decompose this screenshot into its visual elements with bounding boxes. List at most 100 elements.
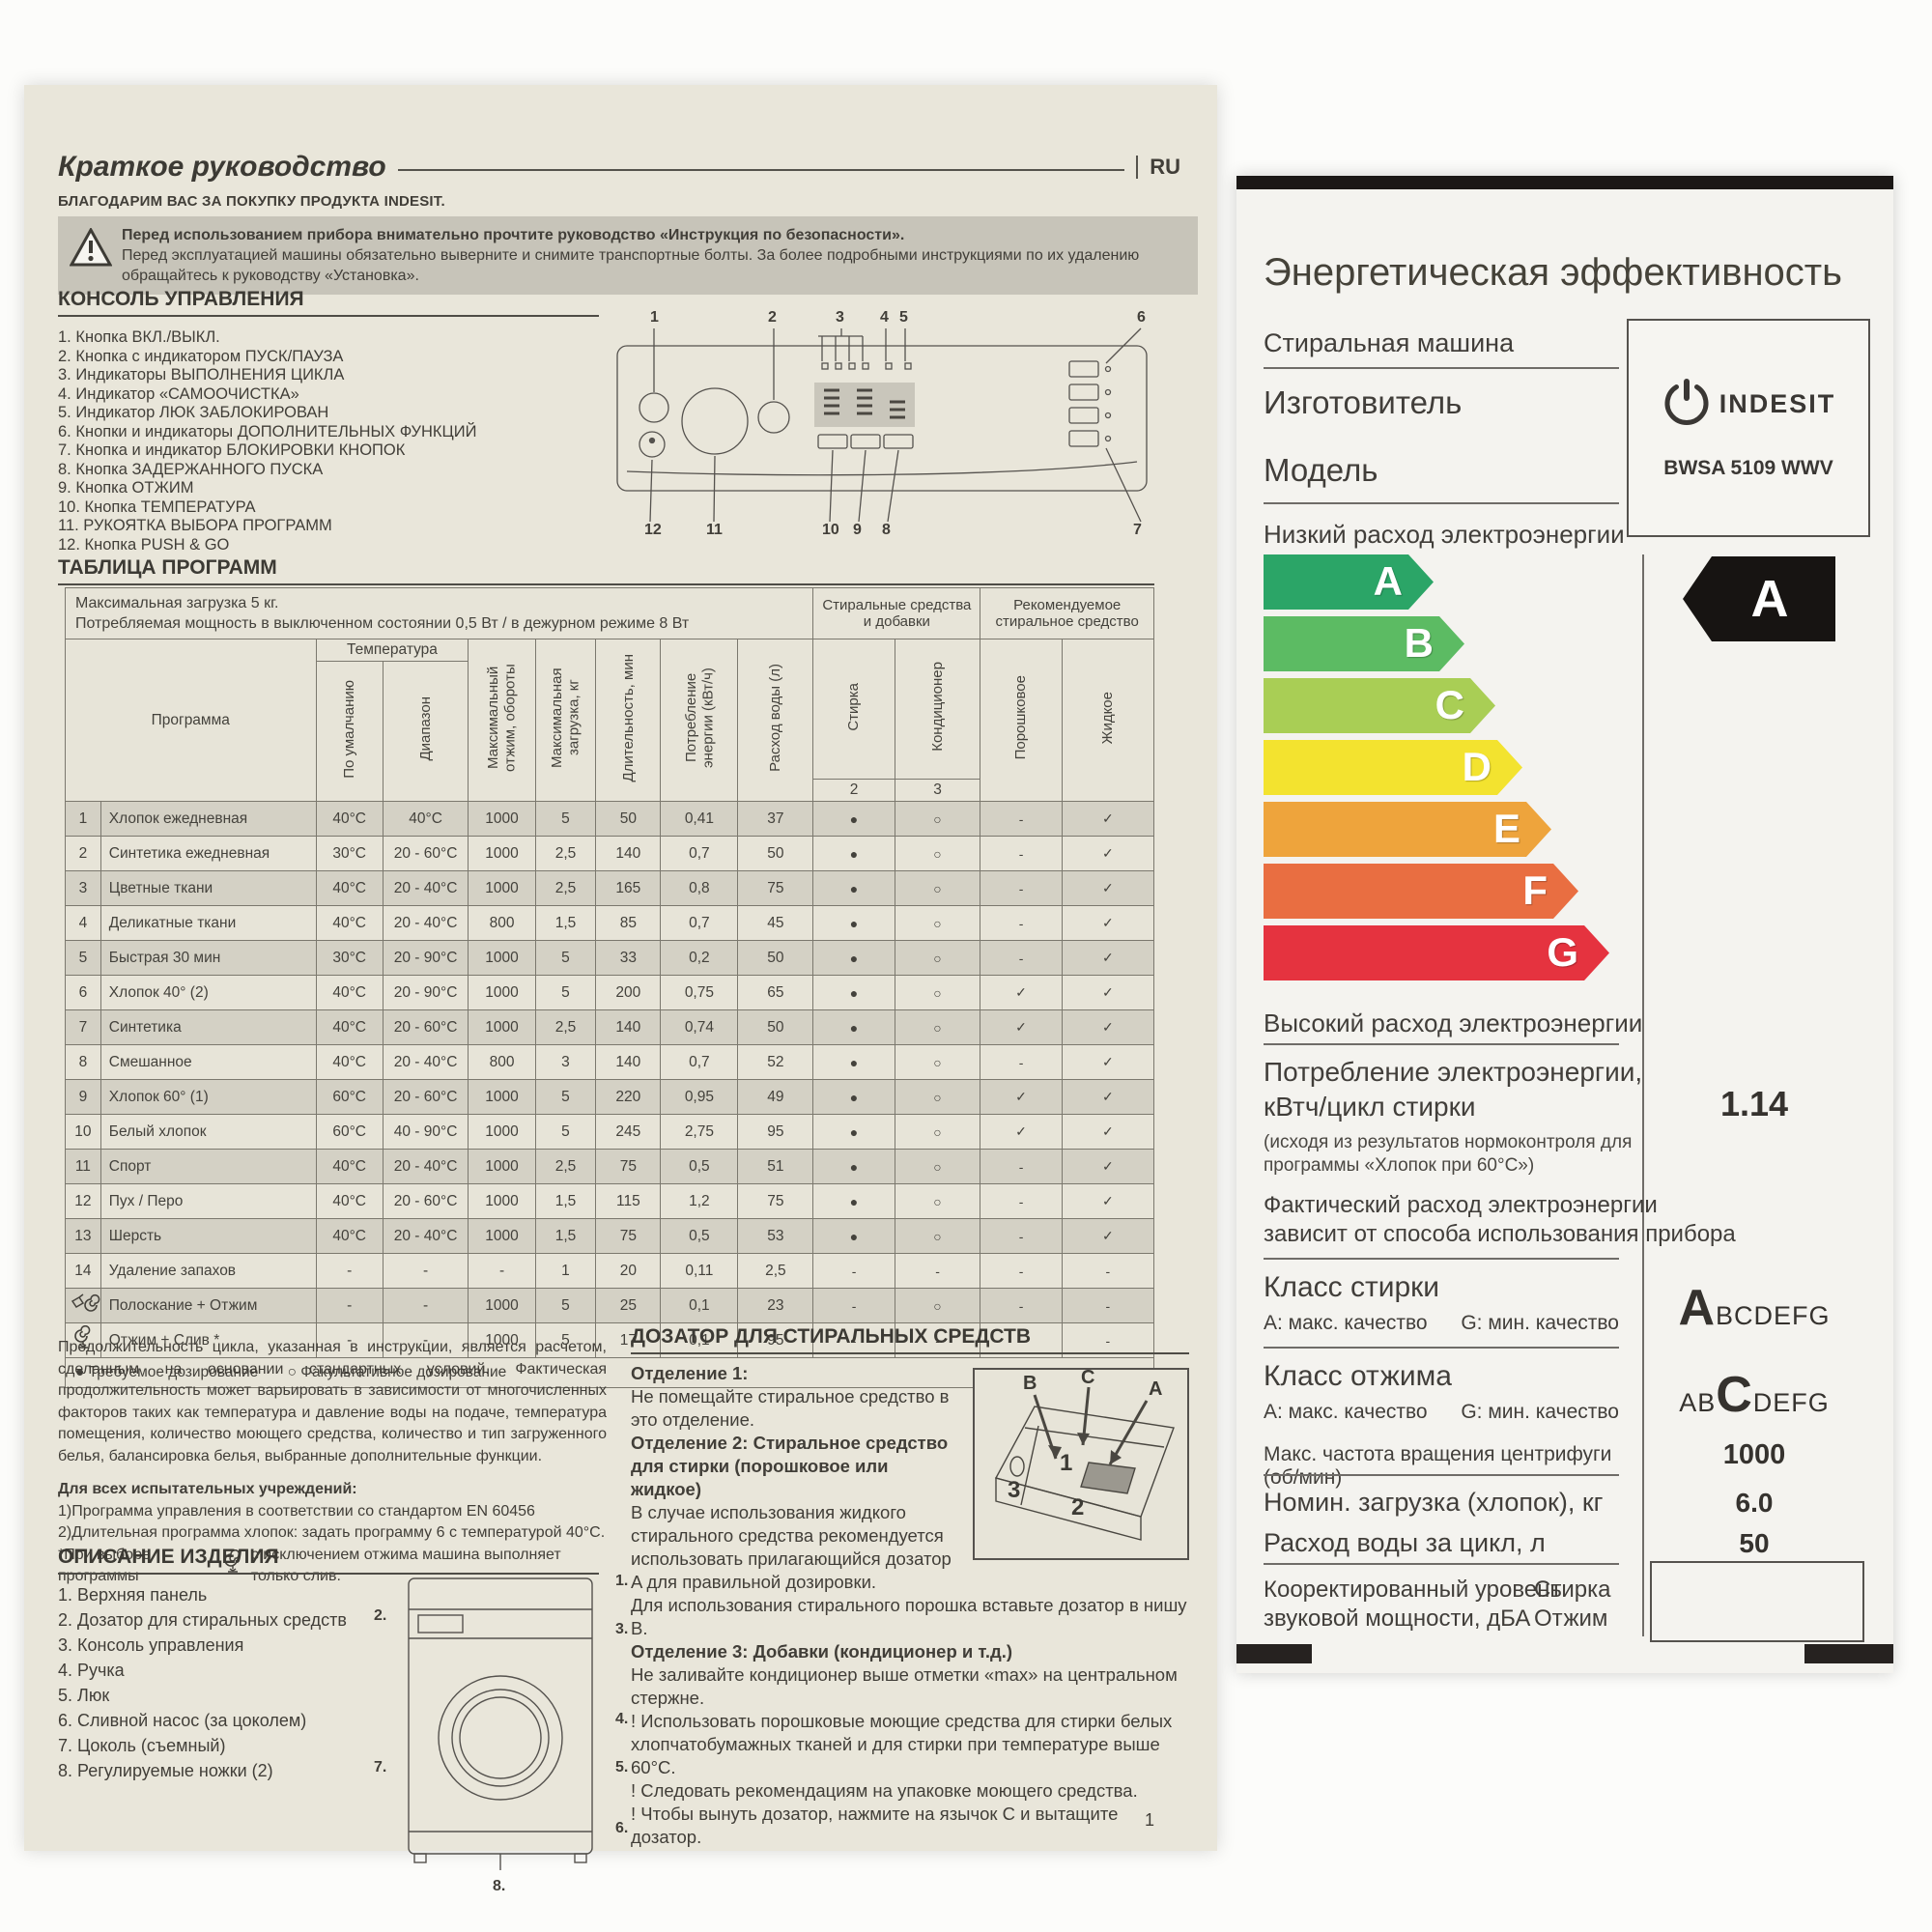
program-id-cell: 11 — [65, 1149, 101, 1184]
brand-row: INDESIT — [1662, 377, 1836, 432]
console-list-item: 1. Кнопка ВКЛ./ВЫКЛ. — [58, 328, 220, 346]
table-row: 9 Хлопок 60° (1) 60°C 20 - 60°C 1000 5 220 0,95… — [65, 1079, 1155, 1115]
value-cell: - — [812, 1288, 895, 1323]
label-rule-1 — [1264, 367, 1619, 369]
value-cell: ✓ — [1061, 836, 1155, 871]
spin-class-label: Класс отжима — [1264, 1360, 1452, 1392]
value-cell: 3 — [534, 1044, 597, 1080]
machine-callout: 4. — [615, 1711, 629, 1727]
value-cell: 0,7 — [660, 1044, 739, 1080]
machine-callout: 1. — [615, 1573, 629, 1589]
value-cell: 20 - 90°C — [382, 940, 469, 976]
value-cell: 2,5 — [534, 1149, 597, 1184]
value-cell: 2,5 — [534, 870, 597, 906]
value-cell: 0,41 — [660, 801, 739, 837]
machine-callout: 2. — [374, 1607, 387, 1624]
value-cell: 20 - 60°C — [382, 836, 469, 871]
value-cell: ○ — [894, 801, 981, 837]
table-row: 12 Пух / Перо 40°C 20 - 60°C 1000 1,5 115 1,2 75… — [65, 1183, 1155, 1219]
value-cell: - — [812, 1322, 895, 1358]
value-cell: 5 — [534, 1322, 597, 1358]
value-cell: ✓ — [1061, 801, 1155, 837]
col-powder: Порошковое — [980, 639, 1063, 802]
value-cell: 95 — [737, 1322, 814, 1358]
program-id-cell: 12 — [65, 1183, 101, 1219]
program-id-cell: 10 — [65, 1114, 101, 1150]
description-list-item: 3. Консоль управления — [58, 1635, 244, 1655]
value-cell: ○ — [894, 940, 981, 976]
table-info-cell: Максимальная загрузка 5 кг. Потребляемая… — [64, 587, 814, 639]
spin-class-scale-note: A: макс. качество G: мин. качество — [1264, 1401, 1619, 1424]
program-name-cell: Пух / Перо — [99, 1183, 317, 1219]
value-cell: 60°C — [315, 1079, 384, 1115]
value-cell: 0,7 — [660, 905, 739, 941]
value-cell: - — [980, 1149, 1063, 1184]
value-cell: ○ — [894, 870, 981, 906]
description-list-item: 4. Ручка — [58, 1661, 125, 1680]
value-cell: 2,5 — [534, 836, 597, 871]
value-cell: - — [468, 1253, 536, 1289]
value-cell: 5 — [534, 801, 597, 837]
consumption-label-1: Потребление электроэнергии, — [1264, 1057, 1643, 1087]
program-name-cell: Хлопок ежедневная — [99, 801, 317, 837]
low-consumption-label: Низкий расход электроэнергии — [1264, 520, 1625, 549]
value-cell: ○ — [894, 905, 981, 941]
panel-callout: 6 — [1137, 309, 1146, 326]
value-cell: 5 — [534, 975, 597, 1010]
dispenser-paragraph: ! Чтобы вынуть дозатор, нажмите на язычо… — [631, 1804, 1119, 1847]
value-cell: 2,5 — [737, 1253, 814, 1289]
value-cell: 0,1 — [660, 1322, 739, 1358]
program-table-head: Максимальная загрузка 5 кг. Потребляемая… — [64, 587, 1155, 802]
value-cell: ✓ — [1061, 1044, 1155, 1080]
value-cell: - — [315, 1288, 384, 1323]
program-id-cell: 9 — [65, 1079, 101, 1115]
warning-line-2: Перед эксплуатацией машины обязательно в… — [122, 247, 1140, 284]
power-icon — [1662, 377, 1712, 432]
value-cell: ✓ — [1061, 870, 1155, 906]
noise-value-box — [1650, 1561, 1864, 1642]
console-list-item: 10. Кнопка ТЕМПЕРАТУРА — [58, 497, 256, 516]
energy-class-arrow-f: F — [1264, 864, 1578, 919]
high-consumption-label: Высокий расход электроэнергии — [1264, 1009, 1643, 1037]
program-id-cell: 8 — [65, 1044, 101, 1080]
value-cell: - — [382, 1322, 469, 1358]
page-header: Краткое руководство RU — [58, 151, 1180, 184]
machine-callout: 8. — [493, 1878, 506, 1894]
value-cell: 49 — [737, 1079, 814, 1115]
value-cell: 20 - 60°C — [382, 1079, 469, 1115]
value-cell: 1000 — [468, 801, 536, 837]
value-cell: ● — [812, 836, 895, 871]
value-cell: - — [315, 1253, 384, 1289]
value-cell: 220 — [595, 1079, 662, 1115]
value-cell: 140 — [595, 1009, 662, 1045]
value-cell: ● — [812, 1114, 895, 1150]
description-list-item: 7. Цоколь (съемный) — [58, 1736, 226, 1755]
value-cell: 20 - 40°C — [382, 1149, 469, 1184]
value-cell: ✓ — [1061, 1009, 1155, 1045]
program-name-cell: Цветные ткани — [99, 870, 317, 906]
value-cell: - — [980, 870, 1063, 906]
panel-callout: 12 — [644, 522, 662, 538]
energy-class-letter: B — [1404, 620, 1434, 666]
label-bottom-bar-right — [1804, 1644, 1893, 1663]
panel-callout: 5 — [899, 309, 908, 326]
dispenser-label-b: B — [1023, 1373, 1037, 1394]
description-list-item: 2. Дозатор для стиральных средств — [58, 1610, 347, 1630]
value-cell: ○ — [894, 975, 981, 1010]
label-rule-5 — [1264, 1347, 1619, 1349]
description-list: 1. Верхняя панель 2. Дозатор для стиральн… — [58, 1582, 357, 1783]
machine-diagram: 1. 2. 3. 4. 5. 6. 7. 8. — [372, 1561, 642, 1909]
table-row: 5 Быстрая 30 мин 30°C 20 - 90°C 1000 5 33 0,2 50… — [65, 940, 1155, 976]
value-cell: - — [980, 1044, 1063, 1080]
dispenser-section: ДОЗАТОР ДЛЯ СТИРАЛЬНЫХ СРЕДСТВ — [631, 1325, 1189, 1849]
label-rule-4 — [1264, 1258, 1619, 1260]
brand-name: INDESIT — [1719, 388, 1836, 418]
value-cell: ✓ — [980, 1009, 1063, 1045]
value-cell: 45 — [737, 905, 814, 941]
description-list-item: 5. Люк — [58, 1686, 110, 1705]
legend-required: ● Требуемое дозирование — [75, 1364, 259, 1380]
dispenser-paragraph: ! Использовать порошковые моющие средств… — [631, 1711, 1173, 1777]
value-cell: - — [1061, 1288, 1155, 1323]
label-appliance-type: Стиральная машина — [1264, 328, 1515, 357]
thanks-line: БЛАГОДАРИМ ВАС ЗА ПОКУПКУ ПРОДУКТА INDES… — [58, 193, 445, 210]
